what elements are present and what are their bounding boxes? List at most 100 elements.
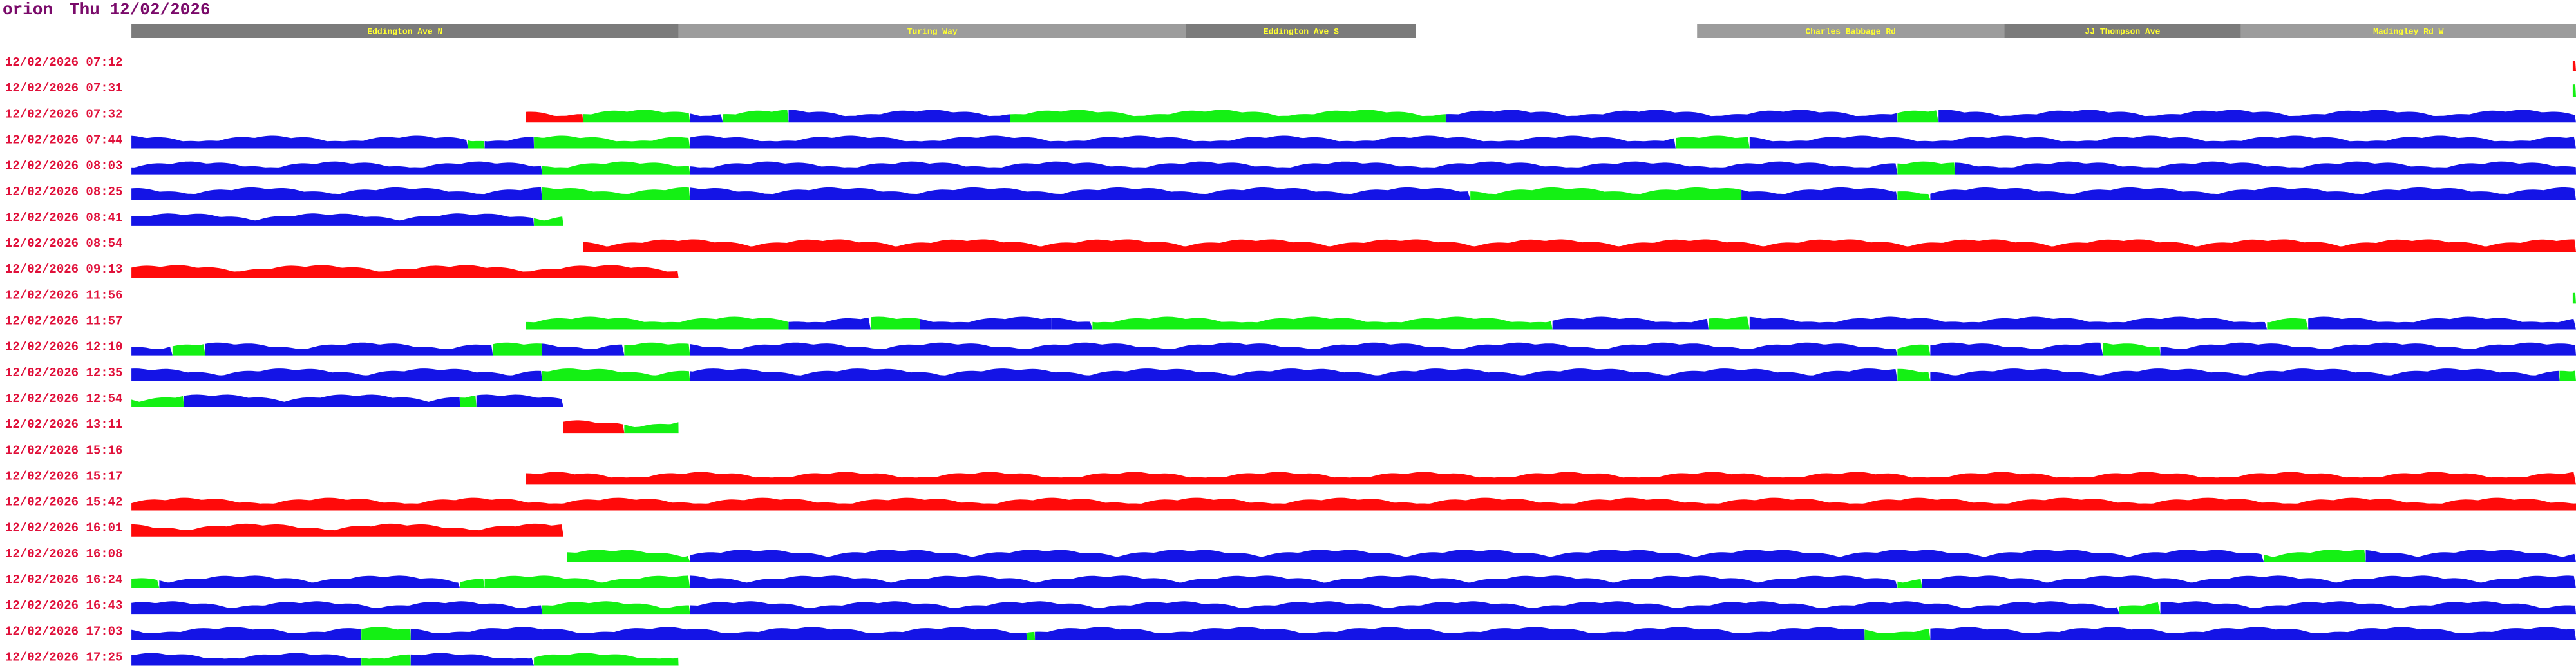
trace <box>1897 344 1931 356</box>
row-time: 12/02/2026 07:32 <box>5 107 122 121</box>
trace <box>1897 161 1955 175</box>
trace <box>460 395 477 407</box>
trace <box>723 110 789 123</box>
row-time: 12/02/2026 16:24 <box>5 573 122 587</box>
trace <box>131 135 469 149</box>
trace <box>542 187 690 200</box>
row-time: 12/02/2026 12:35 <box>5 366 122 380</box>
trace <box>493 342 542 356</box>
row-time: 12/02/2026 08:54 <box>5 236 122 251</box>
trace <box>131 161 542 175</box>
trace <box>1930 342 2103 356</box>
trace <box>131 187 542 200</box>
trace <box>690 575 1898 588</box>
trace <box>205 342 493 356</box>
road-name: Turing Way <box>907 26 958 36</box>
trace <box>2308 316 2576 330</box>
trace <box>131 578 160 588</box>
trace <box>460 579 485 588</box>
trace <box>1749 135 2576 149</box>
row-time: 12/02/2026 12:10 <box>5 340 122 354</box>
road-bar <box>2240 24 2576 38</box>
trace <box>410 627 1027 640</box>
trace <box>690 601 2119 615</box>
row-time: 12/02/2026 12:54 <box>5 392 122 406</box>
trace <box>534 653 679 666</box>
trace <box>526 111 583 123</box>
trace <box>131 601 542 615</box>
trace <box>361 627 411 640</box>
trace <box>159 575 460 588</box>
trace <box>1897 368 1931 381</box>
trace <box>526 472 2576 485</box>
trace <box>2119 602 2161 615</box>
trace <box>788 317 871 330</box>
trace <box>1051 318 1093 330</box>
road-bar <box>1186 24 1416 38</box>
trace <box>131 368 542 381</box>
trace <box>534 135 690 149</box>
trace <box>1897 579 1922 588</box>
trace <box>172 344 205 356</box>
trace <box>131 653 362 666</box>
trace <box>690 161 1898 175</box>
row-time: 12/02/2026 17:03 <box>5 624 122 638</box>
row-time: 12/02/2026 16:08 <box>5 547 122 561</box>
trace <box>2572 84 2576 97</box>
trace <box>2572 61 2576 71</box>
row-time: 12/02/2026 13:11 <box>5 417 122 432</box>
trace <box>1930 627 2576 640</box>
trace <box>1035 627 1865 640</box>
trace <box>1955 161 2576 175</box>
trace <box>131 396 184 407</box>
row-time: 12/02/2026 11:57 <box>5 314 122 329</box>
trace <box>1676 135 1750 149</box>
trace <box>484 575 690 588</box>
trace <box>542 601 690 615</box>
trace <box>361 654 411 666</box>
trace <box>526 316 789 330</box>
trace <box>690 342 1898 356</box>
road-name: Eddington Ave S <box>1264 26 1339 36</box>
trace <box>1027 631 1036 640</box>
trace <box>1749 316 2268 330</box>
trace <box>542 161 690 175</box>
trace <box>1897 110 1939 123</box>
trace <box>476 394 564 407</box>
row-time: 12/02/2026 07:44 <box>5 133 122 147</box>
trace <box>920 316 1052 330</box>
row-time: 12/02/2026 15:42 <box>5 495 122 510</box>
trace <box>690 113 723 123</box>
trace <box>2559 370 2576 381</box>
trace <box>1741 187 1898 200</box>
row-time: 12/02/2026 08:41 <box>5 211 122 225</box>
trace <box>690 187 1471 200</box>
trace <box>1010 110 1446 123</box>
trace <box>2160 342 2576 356</box>
trace <box>1092 316 1553 330</box>
road-name: JJ Thompson Ave <box>2085 26 2160 36</box>
trace <box>131 347 173 356</box>
road-bar <box>678 24 1186 38</box>
road-name: Eddington Ave N <box>367 26 442 36</box>
row-time: 12/02/2026 09:13 <box>5 262 122 276</box>
trace <box>2267 318 2309 330</box>
trace <box>131 523 564 537</box>
row-time: 12/02/2026 15:16 <box>5 443 122 457</box>
trace <box>1864 629 1931 640</box>
trace <box>624 342 690 356</box>
row-time: 12/02/2026 08:25 <box>5 185 122 199</box>
trace <box>567 550 690 562</box>
trace <box>624 422 679 434</box>
trace <box>184 394 460 407</box>
trace <box>583 110 690 123</box>
trace <box>131 627 362 640</box>
trace <box>1922 575 2576 588</box>
row-time: 12/02/2026 08:03 <box>5 159 122 173</box>
trace <box>131 213 535 226</box>
trace <box>1445 110 1898 123</box>
trace <box>2160 601 2576 615</box>
trace <box>410 653 535 666</box>
trace <box>583 239 2576 253</box>
